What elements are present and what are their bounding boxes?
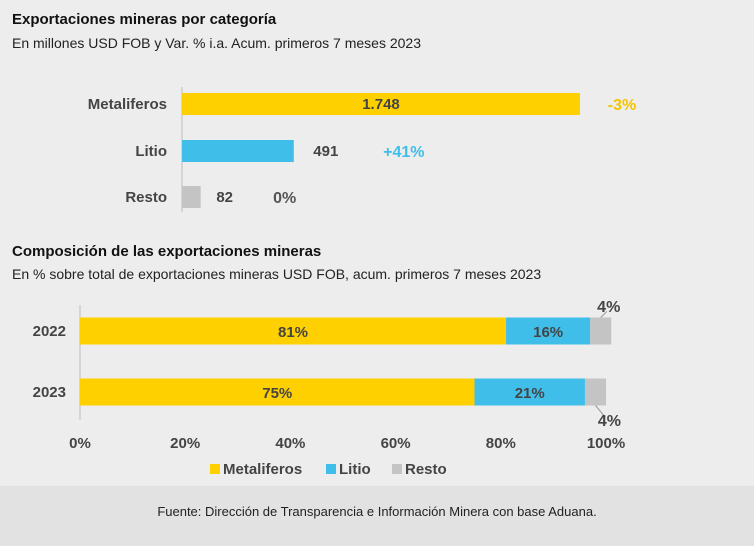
year-label-2023: 2023 bbox=[33, 384, 66, 401]
chart1-title: Exportaciones mineras por categoría bbox=[12, 11, 277, 28]
chart2-plot: 2022 81% 16% 4% 2023 75% 21% 4% 0% 20% 40% 60% 80% 10… bbox=[33, 299, 626, 452]
bar-litio bbox=[182, 140, 294, 162]
legend-label-metaliferos: Metaliferos bbox=[223, 461, 302, 478]
x-tick-label: 60% bbox=[381, 435, 411, 452]
chart1-subtitle: En millones USD FOB y Var. % i.a. Acum. … bbox=[12, 35, 421, 51]
segment-resto-2022 bbox=[590, 317, 612, 345]
value-label-litio: 491 bbox=[313, 143, 338, 160]
value-label-resto: 82 bbox=[216, 189, 233, 206]
segment-litio-2023 bbox=[474, 378, 585, 406]
chart2-legend: Metaliferos Litio Resto bbox=[210, 461, 447, 478]
x-tick-label: 0% bbox=[69, 435, 91, 452]
segment-label-resto-2023: 4% bbox=[598, 413, 621, 430]
legend-label-litio: Litio bbox=[339, 461, 371, 478]
x-tick-label: 80% bbox=[486, 435, 516, 452]
source-note: Fuente: Dirección de Transparencia e Inf… bbox=[157, 504, 596, 519]
x-tick-label: 100% bbox=[587, 435, 625, 452]
chart2-title: Composición de las exportaciones mineras bbox=[12, 243, 321, 260]
segment-metaliferos-2023 bbox=[80, 378, 475, 406]
segment-label-litio-2022: 16% bbox=[533, 324, 563, 341]
segment-metaliferos-2022 bbox=[80, 317, 507, 345]
segment-label-resto-2022: 4% bbox=[597, 299, 620, 316]
legend-swatch-metaliferos bbox=[210, 464, 220, 474]
callout-line-resto-2023 bbox=[595, 405, 606, 418]
x-tick-label: 40% bbox=[275, 435, 305, 452]
x-tick-label: 20% bbox=[170, 435, 200, 452]
bar-resto bbox=[182, 186, 201, 208]
value-label-metaliferos: 1.748 bbox=[362, 96, 400, 113]
legend-label-resto: Resto bbox=[405, 461, 447, 478]
change-label-metaliferos: -3% bbox=[608, 97, 636, 114]
bar-metaliferos bbox=[182, 93, 580, 115]
chart2-subtitle: En % sobre total de exportaciones minera… bbox=[12, 266, 541, 282]
segment-label-metaliferos-2022: 81% bbox=[278, 324, 308, 341]
callout-line-resto-2022 bbox=[600, 311, 608, 318]
change-label-litio: +41% bbox=[383, 144, 424, 161]
year-label-2022: 2022 bbox=[33, 323, 66, 340]
category-label-metaliferos: Metaliferos bbox=[88, 96, 167, 113]
legend-swatch-litio bbox=[326, 464, 336, 474]
segment-resto-2023 bbox=[584, 378, 606, 406]
category-label-litio: Litio bbox=[135, 143, 167, 160]
change-label-resto: 0% bbox=[273, 190, 296, 207]
category-label-resto: Resto bbox=[125, 189, 167, 206]
chart1-plot: Metaliferos 1.748 -3% Litio 491 +41% Resto 82 0% bbox=[88, 93, 636, 208]
segment-label-metaliferos-2023: 75% bbox=[262, 385, 292, 402]
segment-label-litio-2023: 21% bbox=[515, 385, 545, 402]
segment-litio-2022 bbox=[506, 317, 591, 345]
legend-swatch-resto bbox=[392, 464, 402, 474]
footer-band bbox=[0, 486, 754, 546]
